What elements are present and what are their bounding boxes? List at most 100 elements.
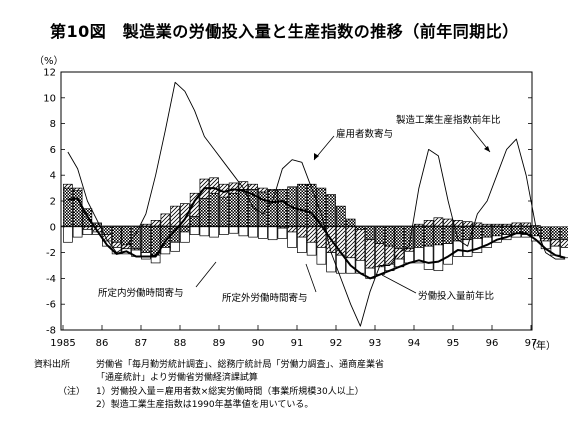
bar-employment <box>297 183 307 228</box>
y-tick-label: 2 <box>50 197 56 208</box>
bar-overtime <box>540 238 551 242</box>
bar-employment <box>365 226 375 241</box>
bar-scheduled <box>248 226 258 238</box>
bar-overtime <box>443 218 453 228</box>
bar-scheduled <box>63 226 73 243</box>
bar-overtime <box>375 243 385 268</box>
x-tick-label: 1985 <box>50 338 75 349</box>
bar-employment <box>375 226 385 244</box>
bar-scheduled <box>160 247 171 255</box>
bar-scheduled <box>326 252 336 273</box>
x-tick-label: 97 <box>525 338 538 349</box>
annotation-overtime-leader <box>305 263 317 293</box>
bar-overtime <box>238 181 249 190</box>
x-tick-label: 92 <box>330 338 343 349</box>
bar-overtime <box>501 223 512 228</box>
source-line-1: 労働省「毎月勤労統計調査」、総務庁統計局「労働力調査」、通商産業省 <box>96 360 385 370</box>
y-tick-label: -8 <box>46 326 56 337</box>
x-tick-label: 89 <box>213 338 226 349</box>
bar-employment <box>209 192 219 228</box>
bar-overtime <box>141 223 151 228</box>
bar-employment <box>72 190 83 228</box>
y-tick-label: 0 <box>50 222 56 233</box>
bar-employment <box>560 226 568 241</box>
bar-scheduled <box>238 226 249 237</box>
x-tick-label: 90 <box>252 338 265 349</box>
y-tick-label: 4 <box>50 171 56 182</box>
annotation-scheduled: 所定内労働時間寄与 <box>98 287 184 299</box>
bar-overtime <box>482 223 492 228</box>
bar-scheduled <box>287 231 297 248</box>
annotation-labor-input-leader <box>381 274 417 294</box>
bar-scheduled <box>228 226 239 234</box>
bar-employment <box>550 226 561 241</box>
y-tick-label: 10 <box>43 93 56 104</box>
bar-overtime <box>472 222 483 228</box>
bar-overtime <box>258 187 268 193</box>
annotation-labor-input: 労働投入量前年比 <box>418 290 494 302</box>
bar-overtime <box>111 241 122 248</box>
bar-scheduled <box>414 247 424 264</box>
bar-overtime <box>433 217 444 228</box>
bar-scheduled <box>277 227 288 239</box>
bar-scheduled <box>219 226 229 235</box>
annotation-production: 製造工業生産指数前年比 <box>396 114 501 126</box>
bar-employment <box>540 226 551 239</box>
bar-employment <box>277 189 288 228</box>
bar-employment <box>394 226 405 250</box>
bar-employment <box>414 226 424 248</box>
bar-scheduled <box>209 226 219 238</box>
bar-scheduled <box>189 226 200 235</box>
bar-employment <box>336 205 346 228</box>
y-tick-label: -2 <box>46 248 56 259</box>
bar-employment <box>180 226 190 233</box>
annotation-employment: 雇用者数寄与 <box>336 128 393 140</box>
x-tick-label: 93 <box>369 338 382 349</box>
bar-overtime <box>248 183 258 190</box>
note-2: 2）製造工業生産指数は1990年基準値を用いている。 <box>96 400 314 410</box>
bar-overtime <box>414 223 424 228</box>
x-tick-label: 88 <box>174 338 187 349</box>
bar-overtime <box>160 213 171 228</box>
x-tick-label: 94 <box>408 338 421 349</box>
y-unit-label: （%） <box>34 55 64 67</box>
bar-scheduled <box>316 247 327 265</box>
bar-employment <box>219 196 229 228</box>
annotation-employment-arrowhead <box>314 153 319 160</box>
bar-overtime <box>550 239 561 247</box>
x-tick-label: 91 <box>291 338 304 349</box>
line-production-index <box>67 81 566 327</box>
x-tick-label: 96 <box>486 338 499 349</box>
note-label: （注） <box>58 387 86 397</box>
annotation-scheduled-leader <box>195 261 217 288</box>
bar-employment <box>199 198 210 228</box>
bar-scheduled <box>297 236 307 253</box>
bar-overtime <box>492 223 502 228</box>
bar-overtime <box>336 226 346 256</box>
bar-overtime <box>355 229 366 261</box>
y-tick-label: -4 <box>46 274 56 285</box>
bar-overtime <box>365 239 375 269</box>
bar-employment <box>384 226 395 247</box>
bar-employment <box>63 187 73 228</box>
x-tick-label: 95 <box>447 338 460 349</box>
bar-employment <box>492 226 502 237</box>
bar-employment <box>433 226 444 246</box>
bar-employment <box>501 226 512 235</box>
bar-scheduled <box>267 226 278 241</box>
bar-employment <box>355 226 366 230</box>
bar-overtime <box>511 222 522 228</box>
bar-scheduled <box>423 245 434 270</box>
bar-scheduled <box>180 231 190 243</box>
y-tick-label: 8 <box>50 119 56 130</box>
bar-overtime <box>82 226 93 230</box>
bar-employment <box>482 226 492 238</box>
y-tick-label: 12 <box>43 68 56 79</box>
source-line-2: 「通産統計」より労働省労働経済課試算 <box>96 373 258 383</box>
bar-overtime <box>345 226 356 259</box>
bar-overtime <box>423 220 434 228</box>
bar-overtime <box>63 183 73 189</box>
bar-overtime <box>306 226 317 243</box>
bar-scheduled <box>433 244 444 272</box>
